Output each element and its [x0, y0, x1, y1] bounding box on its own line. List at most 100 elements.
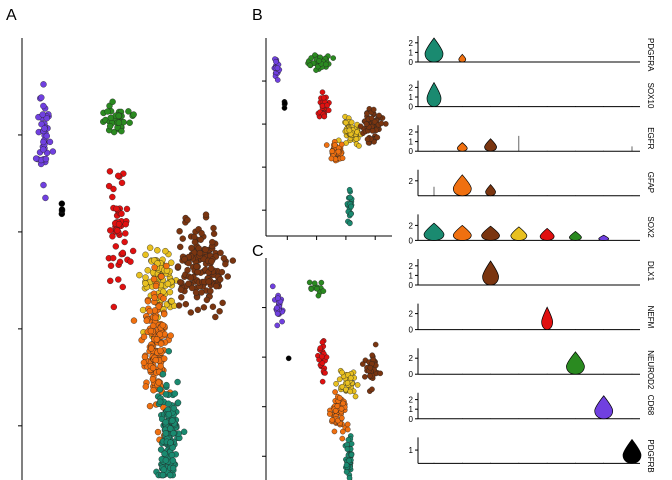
scatter-point-yellow — [344, 380, 351, 386]
scatter-point-black — [282, 100, 288, 107]
scatter-point-purple — [274, 65, 281, 71]
scatter-point-teal — [174, 378, 181, 386]
violin-y-tick-label: 0 — [409, 58, 414, 67]
scatter-point-red — [114, 172, 122, 180]
scatter-point-red — [109, 193, 116, 201]
scatter-point-brown — [202, 246, 209, 253]
scatter-point-orange — [141, 353, 149, 361]
scatter-point-green — [311, 280, 318, 287]
scatter-point-yellow — [333, 380, 339, 387]
violin-orange — [458, 53, 467, 63]
scatter-point-orange — [339, 435, 346, 442]
scatter-point-orange — [130, 317, 138, 324]
scatter-point-green — [330, 55, 337, 61]
scatter-point-red — [129, 247, 137, 255]
scatter-point-orange — [154, 428, 162, 436]
scatter-point-brown — [196, 249, 204, 257]
scatter-point-brown — [184, 216, 191, 224]
scatter-point-orange — [149, 376, 157, 383]
gene-label-gfap: GFAP — [646, 172, 655, 193]
scatter-point-brown — [367, 364, 374, 371]
gene-label-cd68: CD68 — [646, 395, 655, 416]
panel-letter-b: B — [252, 7, 263, 24]
scatter-point-brown — [174, 263, 182, 270]
scatter-point-yellow — [339, 369, 345, 376]
scatter-point-brown — [378, 120, 385, 127]
violin-y-tick-label: 0 — [409, 415, 414, 424]
scatter-point-orange — [160, 295, 167, 302]
scatter-point-brown — [188, 284, 196, 292]
scatter-point-orange — [155, 379, 162, 386]
scatter-point-yellow — [136, 271, 143, 279]
scatter-point-orange — [338, 141, 345, 148]
scatter-point-yellow — [162, 247, 169, 255]
scatter-point-black — [285, 355, 292, 362]
gene-label-sox10: SOX10 — [646, 83, 655, 109]
scatter-point-red — [114, 227, 121, 234]
scatter-point-teal — [163, 381, 170, 389]
violin-y-tick-label: 1 — [409, 48, 414, 57]
gene-label-nefm: NEFM — [646, 306, 655, 329]
scatter-point-teal — [167, 425, 174, 432]
violin-red — [541, 306, 553, 330]
violin-row-neurod2: 0 2 NEUROD2 — [409, 348, 655, 390]
violin-y-tick-label: 2 — [409, 354, 414, 363]
scatter-point-yellow — [353, 136, 360, 142]
scatter-point-brown — [212, 313, 219, 321]
scatter-point-red — [319, 353, 325, 360]
scatter-point-brown — [362, 374, 368, 380]
scatter-point-brown — [178, 294, 185, 301]
scatter-point-green — [318, 279, 325, 286]
scatter-point-orange — [146, 308, 153, 315]
scatter-point-orange — [140, 359, 148, 366]
scatter-point-brown — [369, 128, 376, 134]
scatter-point-orange — [332, 389, 338, 395]
scatter-point-orange — [152, 356, 160, 364]
scatter-point-yellow — [146, 244, 154, 251]
scatter-point-brown — [207, 265, 215, 272]
scatter-point-red — [319, 378, 326, 385]
scatter-point-green — [316, 58, 322, 64]
scatter-point-teal — [162, 457, 170, 464]
scatter-point-teal — [343, 462, 350, 468]
scatter-point-orange — [158, 273, 165, 280]
scatter-point-orange — [153, 336, 161, 343]
scatter-point-yellow — [356, 143, 362, 149]
scatter-point-red — [319, 360, 326, 366]
gene-label-egfr: EGFR — [646, 127, 655, 149]
violin-row-pdgfra: 012 PDGFRA — [409, 36, 655, 72]
scatter-point-orange — [152, 282, 160, 290]
violin-row-cd68: 012 CD68 — [409, 392, 655, 424]
scatter-point-teal — [348, 211, 354, 217]
scatter-point-brown — [184, 266, 191, 274]
violin-y-tick-label: 1 — [409, 446, 414, 455]
scatter-point-teal — [345, 436, 352, 443]
violin-purple — [594, 395, 614, 420]
scatter-point-brown — [175, 302, 183, 309]
scatter-point-brown — [368, 115, 375, 121]
scatter-point-purple — [46, 138, 54, 146]
violin-y-tick-label: 0 — [409, 326, 414, 335]
scatter-point-yellow — [348, 119, 355, 126]
scatter-point-brown — [364, 136, 371, 143]
violin-teal — [426, 81, 442, 107]
scatter-point-teal — [165, 348, 172, 355]
violin-green — [566, 351, 585, 375]
scatter-point-teal — [346, 475, 353, 480]
scatter-point-teal — [348, 203, 354, 210]
scatter-point-teal — [159, 471, 167, 479]
scatter-point-brown — [217, 249, 224, 257]
scatter-point-orange — [144, 298, 152, 305]
scatter-point-yellow — [347, 388, 354, 395]
violin-row-sox2: 2 0 SOX2 — [409, 214, 655, 245]
scatter-point-orange — [344, 421, 351, 428]
scatter-point-red — [325, 107, 332, 114]
violin-y-tick-label: 1 — [409, 271, 414, 280]
violin-y-tick-label: 0 — [409, 236, 414, 245]
scatter-point-purple — [274, 322, 281, 329]
scatter-point-yellow — [343, 119, 349, 126]
scatter-point-brown — [369, 386, 375, 393]
scatter-point-teal — [156, 386, 164, 393]
scatter-panel-a — [18, 38, 237, 480]
